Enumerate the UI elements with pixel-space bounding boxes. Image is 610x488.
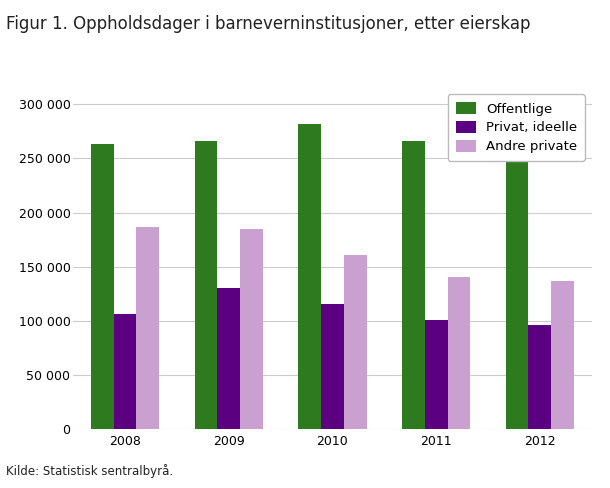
Bar (217, 288, 240, 429)
Text: Figur 1. Oppholdsdager i barneverninstitusjoner, etter eierskap: Figur 1. Oppholdsdager i barneverninstit… (6, 15, 531, 33)
Bar (321, 304, 344, 429)
Text: Kilde: Statistisk sentralbyrå.: Kilde: Statistisk sentralbyrå. (6, 464, 173, 478)
Bar (240, 229, 263, 429)
Bar (528, 325, 551, 429)
Bar (113, 314, 137, 429)
Bar (137, 226, 159, 429)
Bar (344, 255, 367, 429)
Bar (91, 144, 113, 429)
Bar (402, 141, 425, 429)
Bar (425, 320, 448, 429)
Bar (195, 141, 217, 429)
Bar (448, 277, 470, 429)
Bar (551, 281, 574, 429)
Bar (506, 161, 528, 429)
Legend: Offentlige, Privat, ideelle, Andre private: Offentlige, Privat, ideelle, Andre priva… (448, 95, 585, 161)
Bar (298, 123, 321, 429)
